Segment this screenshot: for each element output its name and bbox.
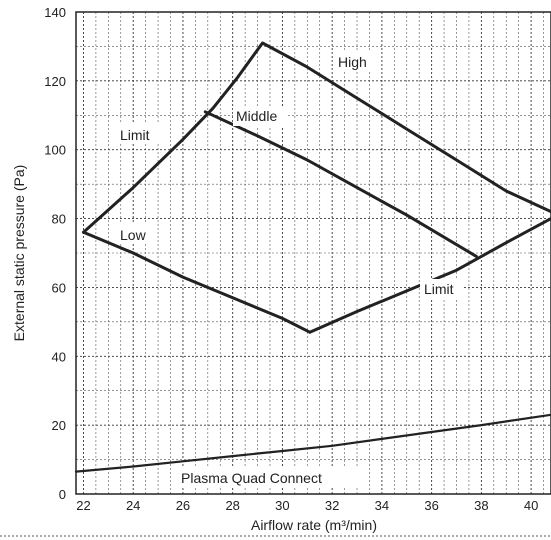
x-tick-label: 28 <box>225 498 239 513</box>
x-tick-label: 34 <box>375 498 389 513</box>
y-tick-label: 40 <box>52 349 66 364</box>
annotation-plasma-quad-connect: Plasma Quad Connect <box>181 470 322 486</box>
annotations: High Middle Low Limit Limit Plasma Quad … <box>116 51 464 487</box>
series-line-low <box>82 230 312 334</box>
x-tick-label: 24 <box>126 498 140 513</box>
annotation-high-bg <box>334 51 378 71</box>
annotation-limit-upper: Limit <box>120 127 150 143</box>
annotation-limit-lower-bg <box>420 279 464 299</box>
y-tick-label: 100 <box>44 143 66 158</box>
series-line-plasma-quad-connect <box>74 413 551 473</box>
annotation-plasma-bg <box>178 467 358 487</box>
y-axis-title: External static pressure (Pa) <box>11 165 27 342</box>
series-line-high <box>82 41 551 234</box>
y-tick-label: 0 <box>59 487 66 502</box>
x-tick-label: 26 <box>176 498 190 513</box>
x-tick-label: 32 <box>325 498 339 513</box>
x-tick-label: 38 <box>474 498 488 513</box>
y-tick-label: 120 <box>44 74 66 89</box>
annotation-high: High <box>338 54 367 70</box>
plot-frame <box>75 11 551 495</box>
grid <box>76 12 551 494</box>
annotation-middle-bg <box>233 106 288 126</box>
x-tick-label: 40 <box>524 498 538 513</box>
tick-labels: 22 24 26 28 30 32 34 36 38 40 0 20 40 60 80 100 120 140 <box>44 5 538 513</box>
annotation-middle: Middle <box>236 108 277 124</box>
series-line-middle <box>203 110 478 258</box>
y-tick-label: 60 <box>52 280 66 295</box>
y-tick-label: 140 <box>44 5 66 20</box>
series-line-limit <box>308 217 551 334</box>
annotation-low: Low <box>120 227 147 243</box>
x-tick-label: 22 <box>76 498 90 513</box>
x-tick-label: 30 <box>275 498 289 513</box>
annotation-limit-lower: Limit <box>424 281 454 297</box>
curves <box>74 41 551 473</box>
annotation-limit-upper-bg <box>116 124 160 144</box>
x-axis-title: Airflow rate (m³/min) <box>251 517 377 533</box>
y-tick-label: 80 <box>52 212 66 227</box>
y-tick-label: 20 <box>52 418 66 433</box>
annotation-low-bg <box>116 224 156 244</box>
x-tick-label: 36 <box>424 498 438 513</box>
